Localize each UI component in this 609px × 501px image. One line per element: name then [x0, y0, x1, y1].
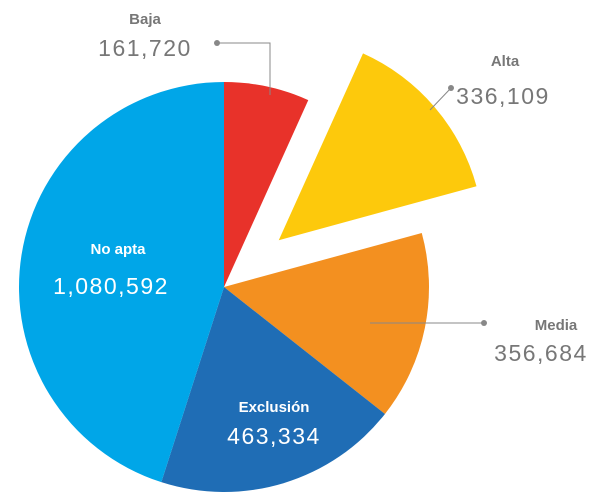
slice-value: 161,720: [98, 35, 192, 61]
pie-slice: [278, 53, 477, 241]
slice-name: Baja: [129, 11, 161, 28]
slice-value: 336,109: [456, 83, 550, 109]
leader-dot: [214, 40, 220, 46]
pie-slice: [224, 232, 429, 414]
leader-dot: [448, 85, 454, 91]
leader-line: [217, 42, 271, 95]
pie-slice: [161, 287, 385, 492]
slice-value: 1,080,592: [53, 273, 169, 299]
slice-name: Exclusión: [239, 399, 310, 416]
pie-slice: [19, 82, 225, 483]
slice-value: 463,334: [227, 423, 321, 449]
pie-slice: [224, 82, 309, 287]
slice-name: No apta: [90, 241, 146, 258]
slice-name: Alta: [491, 53, 520, 70]
leader-line: [429, 87, 452, 111]
leader-dot: [481, 320, 487, 326]
slice-name: Media: [535, 317, 578, 334]
slice-value: 356,684: [494, 340, 588, 366]
